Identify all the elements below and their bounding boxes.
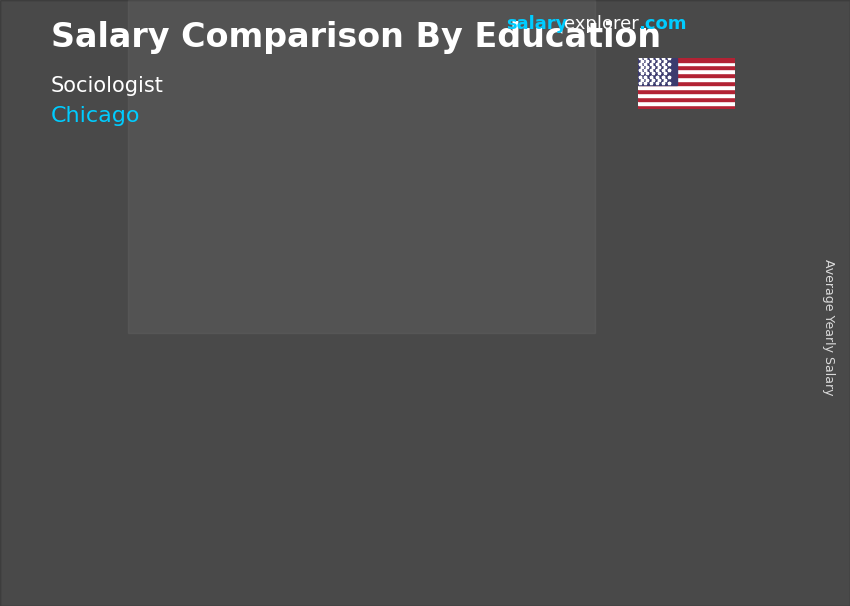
Bar [638, 62, 735, 65]
Bar [601, 198, 691, 533]
Text: salary: salary [506, 15, 567, 33]
FancyArrowPatch shape [203, 310, 404, 388]
Bar [448, 333, 453, 533]
Bar [638, 101, 735, 105]
Text: .com: .com [638, 15, 687, 33]
Bar [638, 89, 735, 93]
Text: 277,000 USD: 277,000 USD [530, 169, 658, 188]
Polygon shape [352, 332, 453, 333]
Text: +68%: +68% [402, 195, 518, 229]
Bar [210, 406, 215, 533]
Bar [125, 406, 215, 533]
Bar [128, 0, 595, 333]
Bar [638, 73, 735, 78]
Text: +57%: +57% [164, 292, 280, 326]
Text: Salary Comparison By Education: Salary Comparison By Education [51, 21, 661, 54]
Bar [638, 97, 735, 101]
Bar [638, 81, 735, 85]
Text: explorer: explorer [564, 15, 638, 33]
FancyArrowPatch shape [441, 181, 642, 309]
Polygon shape [590, 195, 691, 198]
Bar [638, 78, 735, 81]
Bar [638, 85, 735, 89]
Bar [363, 333, 453, 533]
Bar [638, 93, 735, 97]
Bar [638, 70, 735, 73]
Bar [638, 58, 677, 85]
Polygon shape [352, 332, 363, 533]
Text: Chicago: Chicago [51, 106, 140, 126]
Bar [638, 65, 735, 70]
Bar [638, 105, 735, 109]
Bar [686, 198, 691, 533]
Polygon shape [590, 195, 601, 533]
Text: Sociologist: Sociologist [51, 76, 164, 96]
Text: 105,000 USD: 105,000 USD [54, 378, 182, 396]
Text: 165,000 USD: 165,000 USD [292, 305, 420, 324]
Bar [638, 58, 735, 62]
Polygon shape [114, 405, 125, 533]
Text: Average Yearly Salary: Average Yearly Salary [822, 259, 836, 396]
Polygon shape [114, 405, 215, 406]
